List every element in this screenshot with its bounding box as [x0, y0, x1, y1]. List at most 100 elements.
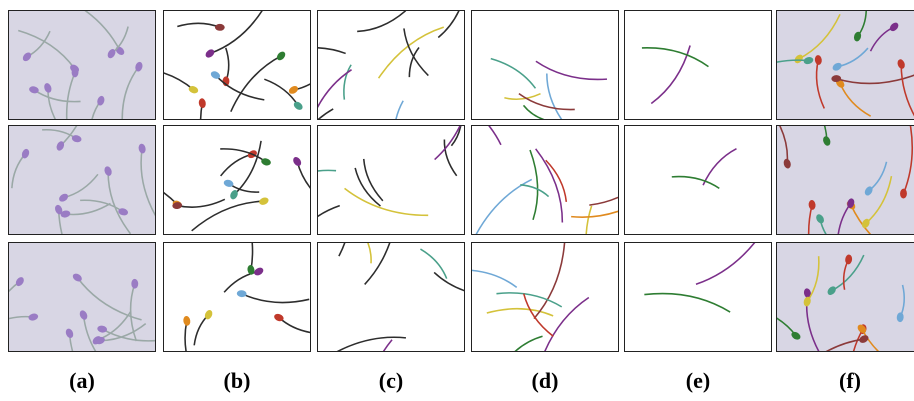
sperm — [777, 57, 814, 65]
sperm-head — [859, 335, 869, 343]
caption-d: (d) — [531, 368, 559, 393]
sperm-head — [832, 62, 842, 71]
sperm-tail — [65, 202, 111, 216]
sperm-tail — [191, 200, 264, 232]
sperm — [434, 126, 461, 161]
sperm — [60, 202, 111, 218]
sperm — [545, 159, 568, 202]
sperm — [367, 243, 372, 264]
sperm — [183, 316, 191, 351]
sperm — [42, 128, 82, 143]
sperm-tail — [318, 204, 340, 218]
sperm-head — [15, 277, 24, 287]
sperm — [172, 198, 226, 210]
panel-image — [183, 243, 310, 351]
sperm-tail — [225, 47, 230, 82]
sperm-tail — [344, 187, 429, 217]
sperm — [205, 11, 263, 58]
sperm-head — [791, 331, 801, 340]
sperm-head — [21, 148, 30, 159]
panel-e-row2 — [624, 125, 772, 235]
sperm-head — [29, 86, 39, 94]
sperm — [247, 243, 255, 275]
sperm-head — [214, 23, 225, 31]
caption-f: (f) — [839, 368, 861, 393]
sperm-tail — [107, 171, 132, 234]
sperm-tail — [318, 169, 337, 172]
sperm — [814, 55, 826, 109]
sperm — [198, 98, 206, 119]
sperm — [354, 167, 381, 207]
sperm — [853, 11, 867, 42]
sperm-tail — [318, 108, 334, 119]
sperm-tail — [101, 328, 155, 342]
sperm — [522, 293, 554, 337]
sperm-tail — [364, 243, 391, 285]
sperm — [107, 26, 129, 59]
sperm-tail — [57, 209, 63, 234]
sperm-tail — [779, 126, 789, 164]
sperm-head — [823, 136, 831, 146]
panel-c-row2 — [317, 125, 465, 235]
sperm — [779, 126, 791, 169]
caption-e: (e) — [685, 368, 711, 393]
sperm-tail — [177, 22, 221, 29]
sperm — [274, 313, 310, 334]
sperm — [95, 322, 147, 345]
sperm — [11, 148, 30, 189]
sperm — [842, 254, 853, 290]
panel-e-row3 — [624, 242, 772, 352]
caption-c: (c) — [378, 368, 404, 393]
sperm — [44, 83, 57, 119]
sperm — [695, 243, 756, 286]
sperm — [29, 86, 81, 103]
sperm-head — [276, 51, 286, 61]
sperm-tail — [129, 283, 138, 342]
sperm — [357, 11, 407, 33]
sperm — [437, 11, 460, 39]
sperm — [864, 161, 888, 196]
sperm-tail — [837, 202, 852, 234]
sperm-tail — [836, 74, 914, 85]
sperm — [56, 126, 78, 151]
sperm — [546, 73, 563, 119]
sperm-tail — [535, 148, 564, 223]
sperm-tail — [318, 69, 352, 109]
sperm-head — [897, 59, 905, 69]
sperm — [443, 139, 458, 177]
sperm-head — [831, 75, 842, 83]
sperm-tail — [529, 149, 539, 221]
sperm — [803, 256, 820, 307]
sperm — [846, 200, 872, 234]
sperm-head — [97, 325, 108, 333]
sperm-head — [56, 141, 65, 151]
sperm-tail — [644, 292, 731, 313]
sperm — [869, 22, 899, 52]
panel-a-row1 — [8, 10, 156, 120]
sperm-tail — [490, 57, 537, 89]
sperm — [395, 100, 404, 119]
sperm — [420, 248, 448, 279]
sperm-head — [259, 197, 269, 205]
sperm-tail — [223, 270, 259, 293]
sperm-tail — [900, 64, 914, 117]
sperm-tail — [798, 13, 841, 60]
sperm — [362, 158, 384, 202]
sperm — [832, 47, 869, 71]
sperm-tail — [220, 153, 253, 177]
sperm-tail — [338, 243, 346, 257]
sperm-head — [118, 208, 128, 216]
sperm-head — [808, 200, 816, 210]
sperm — [450, 126, 462, 147]
sperm-tail — [193, 314, 210, 346]
sperm-tail — [496, 292, 563, 308]
sperm — [18, 29, 80, 73]
panel-a-row2 — [8, 125, 156, 235]
sperm-tail — [839, 83, 872, 117]
sperm-tail — [63, 173, 99, 199]
panel-image — [671, 148, 737, 190]
sperm — [121, 61, 143, 119]
sperm — [641, 47, 709, 68]
sperm — [318, 108, 334, 119]
sperm — [589, 196, 618, 206]
